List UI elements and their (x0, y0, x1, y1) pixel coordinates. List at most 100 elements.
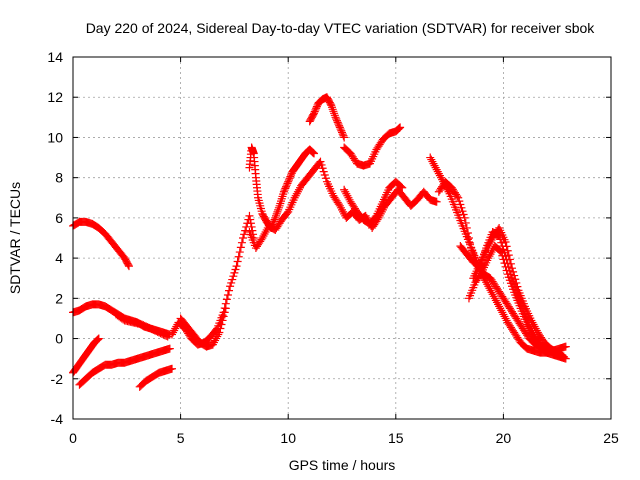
data-point (484, 254, 493, 263)
data-point (558, 351, 567, 360)
data-point (260, 229, 269, 238)
data-point (290, 193, 299, 202)
series-arc-14 (426, 153, 570, 357)
data-point (215, 328, 224, 337)
data-point (311, 105, 320, 114)
data-point (531, 324, 540, 333)
data-point (227, 278, 236, 287)
data-point (283, 179, 292, 188)
data-point (319, 167, 328, 176)
data-point (247, 222, 256, 231)
data-point (485, 252, 494, 261)
data-point (499, 310, 508, 319)
y-tick-label: 14 (47, 49, 63, 65)
data-point (310, 109, 319, 118)
data-point (340, 133, 349, 142)
data-point (230, 268, 239, 277)
x-tick-label: 20 (496, 430, 512, 446)
x-tick-label: 0 (69, 430, 77, 446)
data-point (171, 324, 180, 333)
data-point (429, 159, 438, 168)
data-point (235, 248, 244, 257)
data-point (513, 282, 522, 291)
data-point (291, 191, 300, 200)
data-point (435, 171, 444, 180)
data-point (216, 324, 225, 333)
data-point (426, 153, 435, 162)
series-arc-1 (69, 217, 133, 271)
data-point (341, 187, 350, 196)
data-point (282, 181, 291, 190)
data-point (496, 304, 505, 313)
data-point (444, 187, 453, 196)
data-point (310, 107, 319, 116)
data-point (434, 169, 443, 178)
data-point (316, 157, 325, 166)
data-point (317, 160, 326, 169)
data-point (433, 167, 442, 176)
data-point (308, 148, 317, 157)
data-point (505, 255, 514, 264)
data-point (225, 286, 234, 295)
data-point (165, 344, 174, 353)
data-point (272, 209, 281, 218)
data-point (270, 215, 279, 224)
y-axis-title: SDTVAR / TECUs (7, 182, 23, 294)
data-point (502, 242, 511, 251)
data-point (461, 218, 470, 227)
y-tick-label: -4 (51, 411, 64, 427)
data-point (226, 282, 235, 291)
data-point (509, 267, 518, 276)
data-point (500, 312, 509, 321)
data-point (488, 290, 497, 299)
data-point (487, 288, 496, 297)
series-arc-18 (469, 223, 568, 361)
data-point (163, 332, 172, 341)
y-tick-label: 4 (55, 250, 63, 266)
data-point (279, 187, 288, 196)
data-point (484, 242, 493, 251)
data-point (221, 304, 230, 313)
series-arc-13 (340, 177, 407, 228)
data-point (335, 121, 344, 130)
x-tick-label: 15 (388, 430, 404, 446)
data-point (431, 163, 440, 172)
data-point (508, 264, 517, 273)
data-point (245, 211, 254, 220)
axis-ticks: 0 5 10 15 20 25 -4 -2 0 2 4 6 8 10 12 14 (47, 49, 619, 446)
data-point (274, 203, 283, 212)
data-point (330, 109, 339, 118)
data-point (394, 124, 403, 133)
series-arc-10 (245, 157, 441, 253)
data-point (294, 185, 303, 194)
data-point (309, 148, 318, 157)
data-point (528, 318, 537, 327)
data-point (229, 272, 238, 281)
data-point (398, 183, 407, 192)
data-point (338, 130, 347, 139)
data-point (511, 275, 520, 284)
data-point (211, 336, 220, 345)
data-point (321, 174, 330, 183)
data-point (496, 247, 505, 256)
data-point (327, 101, 336, 110)
data-point (430, 161, 439, 170)
data-point (222, 295, 231, 304)
data-point (281, 184, 290, 193)
data-point (274, 205, 283, 214)
data-point (292, 189, 301, 198)
data-point (220, 308, 229, 317)
chart-title: Day 220 of 2024, Sidereal Day-to-day VTE… (86, 20, 596, 36)
data-point (217, 320, 226, 329)
data-point (466, 239, 475, 248)
x-tick-label: 5 (177, 430, 185, 446)
data-point (498, 308, 507, 317)
data-point (340, 185, 349, 194)
data-point (331, 113, 340, 122)
data-point (432, 165, 441, 174)
data-point (246, 215, 255, 224)
data-point (504, 251, 513, 260)
data-point (457, 203, 466, 212)
data-point (214, 330, 223, 339)
y-tick-label: 0 (55, 331, 63, 347)
